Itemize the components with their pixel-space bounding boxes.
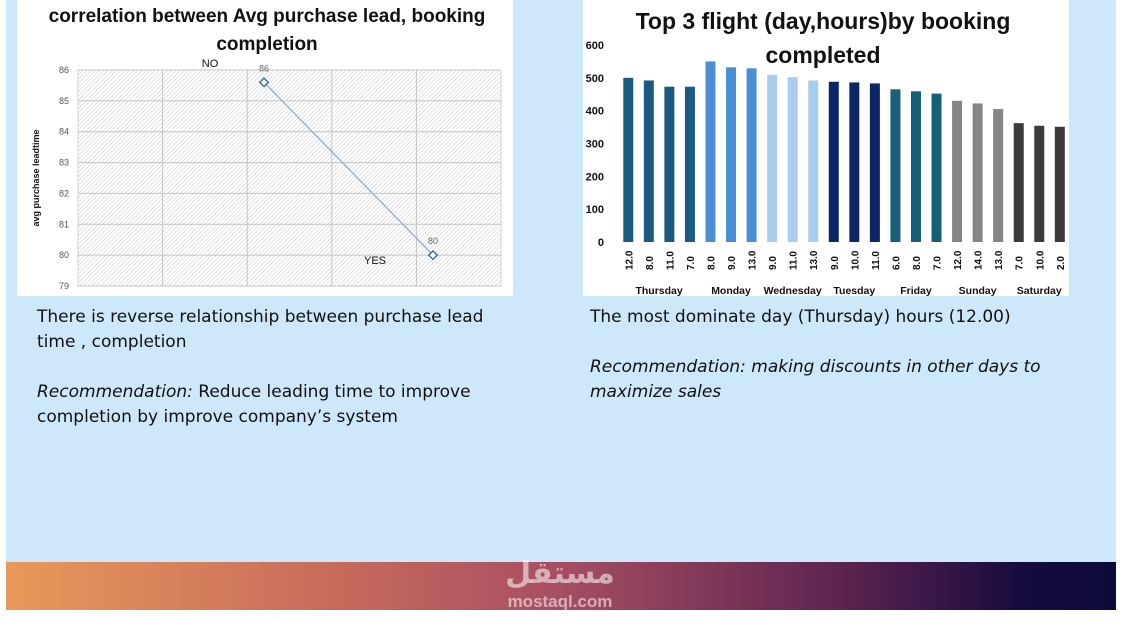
x-tick-label-hour: 2.0 xyxy=(1056,256,1067,270)
x-tick-label-hour: 6.0 xyxy=(891,256,902,270)
x-group-label-day: Monday xyxy=(711,285,751,296)
plot-area xyxy=(77,69,502,287)
x-tick-label-hour: 9.0 xyxy=(830,256,841,270)
y-tick-label: 600 xyxy=(586,40,604,52)
x-tick-label-hour: 12.0 xyxy=(624,250,635,270)
right-observation: The most dominate day (Thursday) hours (… xyxy=(590,307,1011,327)
bar xyxy=(972,103,983,243)
x-tick-label-hour: 9.0 xyxy=(727,256,738,270)
y-tick-label: 84 xyxy=(59,127,69,137)
x-tick-label-hour: 8.0 xyxy=(645,256,656,270)
y-tick-label: 100 xyxy=(586,204,604,216)
bar xyxy=(993,109,1004,243)
bar xyxy=(931,93,942,243)
bar-chart: 0 100 200 300 400 500 600 12.0 8.0 11.0 7.0 8.0 9.0… xyxy=(586,40,1067,296)
y-tick-label: 200 xyxy=(586,171,604,183)
x-group-label-day: Wednesday xyxy=(764,285,822,296)
y-tick-label: 83 xyxy=(59,158,69,168)
series-line xyxy=(263,81,434,256)
x-tick-label-hour: 9.0 xyxy=(768,256,779,270)
category-label: NO xyxy=(202,58,219,70)
x-tick-label-hour: 7.0 xyxy=(1015,256,1026,270)
right-recommendation: Recommendation: making discounts in othe… xyxy=(590,357,1041,402)
watermark-arabic: مستقل xyxy=(505,556,615,591)
data-point xyxy=(258,77,270,88)
y-tick-label: 500 xyxy=(586,73,604,85)
line-chart: 79 80 81 82 83 84 85 86 avg purchase leadtime 8… xyxy=(31,58,502,291)
x-tick-label-hour: 14.0 xyxy=(974,250,985,270)
y-tick-label: 85 xyxy=(59,96,69,106)
bar xyxy=(726,67,737,243)
bar xyxy=(828,81,839,242)
bar xyxy=(910,91,921,242)
bar xyxy=(643,80,654,243)
x-tick-label-hour: 13.0 xyxy=(748,250,759,270)
x-tick-label-hour: 10.0 xyxy=(850,250,861,270)
x-tick-label-hour: 12.0 xyxy=(953,250,964,270)
x-group-label-day: Saturday xyxy=(1017,285,1062,296)
y-tick-label: 86 xyxy=(59,65,69,75)
x-tick-label-hour: 11.0 xyxy=(665,251,676,270)
bar xyxy=(746,68,757,242)
x-tick-label-hour: 7.0 xyxy=(933,256,944,270)
left-recommendation-body: Reduce leading time to improve completio… xyxy=(37,382,471,427)
bar-chart-title: Top 3 flight (day,hours)by booking compl… xyxy=(635,8,1011,68)
x-group-label-day: Thursday xyxy=(635,285,682,296)
bar xyxy=(1034,125,1045,242)
y-tick-label: 81 xyxy=(59,219,69,229)
x-tick-label-hour: 8.0 xyxy=(912,256,923,270)
line-chart-panel: correlation between Avg purchase lead, b… xyxy=(17,0,513,296)
data-label: 86 xyxy=(259,63,269,73)
x-tick-label-hour: 10.0 xyxy=(1035,250,1046,270)
left-recommendation-label: Recommendation: xyxy=(37,382,193,402)
x-group-label-day: Sunday xyxy=(959,285,997,296)
footer-gradient-bar xyxy=(6,562,1116,610)
x-tick-label-hour: 13.0 xyxy=(994,250,1005,270)
data-label: 80 xyxy=(428,236,438,246)
bar xyxy=(684,86,695,242)
data-point xyxy=(427,249,439,261)
bar xyxy=(705,61,716,242)
bar xyxy=(787,77,798,242)
x-tick-label-hour: 8.0 xyxy=(706,256,717,270)
y-tick-label: 82 xyxy=(59,188,69,198)
y-tick-label: 79 xyxy=(59,281,69,291)
bar xyxy=(890,89,901,242)
line-chart-title: correlation between Avg purchase lead, b… xyxy=(48,6,486,55)
watermark-latin: mostaql.com xyxy=(507,592,613,611)
x-group-label-day: Tuesday xyxy=(833,285,875,296)
bar xyxy=(664,86,675,242)
y-tick-label: 400 xyxy=(586,106,604,118)
y-tick-label: 300 xyxy=(586,139,604,151)
y-tick-label: 80 xyxy=(59,250,69,260)
left-recommendation: Recommendation: Reduce leading time to i… xyxy=(37,380,507,430)
bar xyxy=(1013,123,1024,242)
bar xyxy=(869,83,880,242)
bar xyxy=(1054,126,1065,242)
category-label: YES xyxy=(364,255,386,267)
bar xyxy=(952,100,963,242)
bar-chart-panel: Top 3 flight (day,hours)by booking compl… xyxy=(583,0,1069,296)
x-tick-label-hour: 7.0 xyxy=(686,256,697,270)
x-group-label-day: Friday xyxy=(900,285,932,296)
bar xyxy=(623,77,634,242)
bar xyxy=(808,80,819,243)
x-tick-label-hour: 11.0 xyxy=(789,251,800,270)
x-tick-label-hour: 11.0 xyxy=(871,251,882,270)
left-observation: There is reverse relationship between pu… xyxy=(37,307,484,352)
bar xyxy=(767,74,778,243)
bar xyxy=(849,82,860,243)
x-tick-label-hour: 13.0 xyxy=(809,250,820,270)
y-tick-label: 0 xyxy=(598,237,604,249)
y-axis-label: avg purchase leadtime xyxy=(31,129,41,226)
